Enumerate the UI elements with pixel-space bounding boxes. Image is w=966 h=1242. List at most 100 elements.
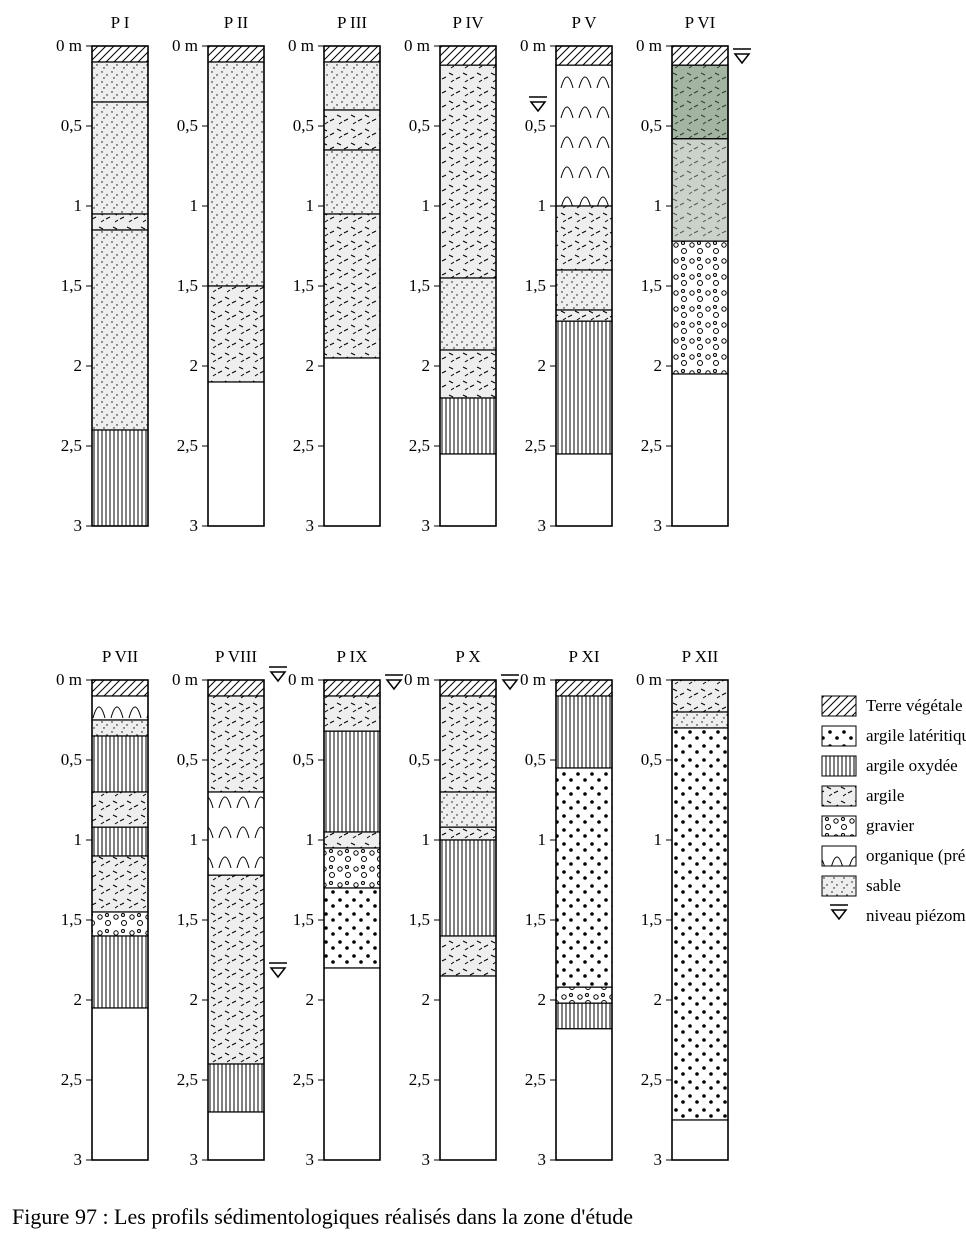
profile-title: P VI xyxy=(685,13,716,32)
layer-sable xyxy=(208,62,264,286)
layer-terre xyxy=(672,46,728,65)
legend-label-gravier: gravier xyxy=(866,816,914,835)
profile-title: P III xyxy=(337,13,367,32)
svg-text:2: 2 xyxy=(74,356,83,375)
svg-text:2: 2 xyxy=(74,990,83,1009)
layer-blank xyxy=(672,374,728,526)
layer-oxydee xyxy=(440,398,496,454)
legend-label-argile_lat: argile latéritique xyxy=(866,726,966,745)
legend-swatch-organique xyxy=(822,846,856,866)
layer-organique xyxy=(92,696,148,720)
svg-text:2,5: 2,5 xyxy=(641,1070,662,1089)
svg-text:2: 2 xyxy=(538,356,547,375)
svg-text:3: 3 xyxy=(422,1150,431,1169)
layer-blank xyxy=(440,976,496,1160)
svg-text:0,5: 0,5 xyxy=(525,750,546,769)
layer-argile xyxy=(440,65,496,278)
svg-text:0 m: 0 m xyxy=(172,36,198,55)
layer-sable xyxy=(92,102,148,214)
layer-oxydee xyxy=(92,736,148,792)
svg-text:2: 2 xyxy=(306,990,315,1009)
layer-terre xyxy=(92,46,148,62)
layer-blank xyxy=(208,1112,264,1160)
layer-terre xyxy=(440,680,496,696)
layer-argile_lat xyxy=(556,768,612,987)
layer-sable xyxy=(92,62,148,102)
svg-text:0 m: 0 m xyxy=(288,36,314,55)
svg-text:1: 1 xyxy=(74,830,83,849)
svg-text:1,5: 1,5 xyxy=(641,276,662,295)
svg-text:2,5: 2,5 xyxy=(293,1070,314,1089)
svg-text:1,5: 1,5 xyxy=(409,276,430,295)
legend-label-piezo: niveau piézométrique xyxy=(866,906,966,925)
svg-text:2,5: 2,5 xyxy=(409,436,430,455)
svg-text:3: 3 xyxy=(306,516,315,535)
legend-swatch-argile_lat xyxy=(822,726,856,746)
svg-text:3: 3 xyxy=(422,516,431,535)
layer-argile_lat xyxy=(324,888,380,968)
layer-sable xyxy=(556,270,612,310)
layer-terre xyxy=(556,680,612,696)
svg-text:2: 2 xyxy=(190,356,199,375)
layer-blank xyxy=(324,968,380,1160)
profile-title: P I xyxy=(111,13,130,32)
profiles-svg: P I 0 m 0,5 1 1,5 2 2,5 3 P II 0 m 0,5 1 1,5 2 2,5 3 P I… xyxy=(0,0,966,1200)
layer-argile xyxy=(556,206,612,270)
layer-argile xyxy=(324,214,380,358)
svg-text:1: 1 xyxy=(654,196,663,215)
svg-text:3: 3 xyxy=(74,1150,83,1169)
svg-text:0 m: 0 m xyxy=(520,670,546,689)
profile-title: P X xyxy=(455,647,480,666)
profile-title: P VIII xyxy=(215,647,257,666)
layer-sable xyxy=(92,720,148,736)
svg-text:2: 2 xyxy=(422,356,431,375)
svg-text:1,5: 1,5 xyxy=(293,910,314,929)
layer-sable xyxy=(92,230,148,430)
layer-gravier xyxy=(672,241,728,374)
svg-text:3: 3 xyxy=(654,516,663,535)
svg-text:2: 2 xyxy=(306,356,315,375)
svg-text:0 m: 0 m xyxy=(404,36,430,55)
legend-swatch-terre xyxy=(822,696,856,716)
svg-text:2,5: 2,5 xyxy=(293,436,314,455)
svg-text:1: 1 xyxy=(422,830,431,849)
svg-text:1: 1 xyxy=(306,196,315,215)
layer-sable xyxy=(324,150,380,214)
layer-organique xyxy=(556,65,612,206)
layer-oxydee xyxy=(324,731,380,832)
layer-argile xyxy=(92,856,148,912)
layer-oxydee xyxy=(556,1003,612,1029)
svg-text:3: 3 xyxy=(538,516,547,535)
layer-oxydee xyxy=(208,1064,264,1112)
legend-swatch-oxydee xyxy=(822,756,856,776)
legend-label-argile: argile xyxy=(866,786,904,805)
layer-argile xyxy=(208,696,264,792)
svg-text:2: 2 xyxy=(654,356,663,375)
profile-title: P XI xyxy=(568,647,599,666)
layer-oxydee xyxy=(92,936,148,1008)
layer-gravier xyxy=(324,848,380,888)
layer-argile_lat xyxy=(672,728,728,1120)
layer-sable xyxy=(440,278,496,350)
svg-text:3: 3 xyxy=(654,1150,663,1169)
profile-title: P II xyxy=(224,13,249,32)
layer-terre xyxy=(556,46,612,65)
legend-label-terre: Terre végétale xyxy=(866,696,963,715)
svg-text:2,5: 2,5 xyxy=(641,436,662,455)
layer-argile xyxy=(556,310,612,321)
profile-title: P IX xyxy=(336,647,367,666)
svg-text:0 m: 0 m xyxy=(56,36,82,55)
svg-text:0,5: 0,5 xyxy=(61,750,82,769)
svg-text:2,5: 2,5 xyxy=(409,1070,430,1089)
svg-text:2,5: 2,5 xyxy=(61,1070,82,1089)
layer-oxydee xyxy=(92,430,148,526)
layer-terre xyxy=(440,46,496,65)
svg-text:1,5: 1,5 xyxy=(61,910,82,929)
svg-text:1,5: 1,5 xyxy=(177,910,198,929)
svg-text:0 m: 0 m xyxy=(56,670,82,689)
figure-caption: Figure 97 : Les profils sédimentologique… xyxy=(12,1204,633,1230)
svg-text:0,5: 0,5 xyxy=(293,750,314,769)
layer-argile xyxy=(324,696,380,731)
legend-swatch-argile xyxy=(822,786,856,806)
svg-text:3: 3 xyxy=(538,1150,547,1169)
